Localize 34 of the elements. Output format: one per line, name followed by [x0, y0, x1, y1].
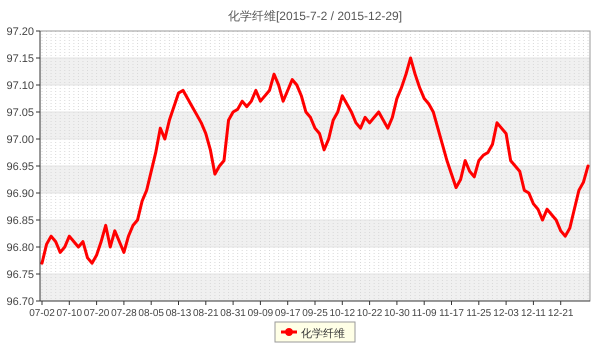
- y-tick-label: 96.95: [6, 161, 34, 173]
- x-tick-label: 10-22: [356, 308, 383, 319]
- y-tick-label: 96.85: [6, 215, 34, 227]
- x-tick-label: 07-20: [84, 308, 110, 319]
- x-tick-label: 07-10: [56, 308, 83, 319]
- x-tick-label: 11-25: [466, 308, 492, 319]
- y-tick-label: 97.10: [6, 80, 34, 92]
- y-tick-label: 96.90: [6, 188, 34, 200]
- y-tick-label: 96.80: [6, 242, 34, 254]
- line-series: [40, 56, 590, 265]
- x-tick-label: 08-21: [193, 308, 220, 319]
- x-tick-label: 09-25: [302, 308, 328, 319]
- x-tick-label: 08-05: [138, 308, 164, 319]
- x-tick-label: 08-13: [166, 308, 192, 319]
- y-tick-label: 96.70: [6, 296, 34, 308]
- y-tick-label: 97.00: [6, 134, 34, 146]
- y-tick-label: 96.75: [6, 269, 34, 281]
- x-tick-label: 11-09: [412, 308, 438, 319]
- y-tick-label: 97.15: [6, 53, 34, 65]
- chart-title: 化学纤维[2015-7-2 / 2015-12-29]: [228, 9, 402, 23]
- y-tick-label: 97.05: [6, 107, 34, 119]
- y-tick-label: 97.20: [6, 26, 34, 38]
- x-tick-label: 08-31: [220, 308, 246, 319]
- x-tick-label: 09-17: [274, 308, 301, 319]
- x-tick-label: 12-21: [548, 308, 574, 319]
- x-tick-label: 12-11: [520, 308, 546, 319]
- legend-label: 化学纤维: [301, 327, 345, 340]
- x-tick-label: 11-17: [439, 308, 464, 319]
- x-tick-label: 09-09: [248, 308, 274, 319]
- x-tick-label: 12-03: [493, 308, 520, 319]
- x-tick-label: 07-28: [111, 308, 138, 319]
- x-tick-label: 10-12: [330, 308, 356, 319]
- x-tick-label: 10-30: [384, 308, 410, 319]
- x-tick-label: 07-02: [29, 308, 56, 319]
